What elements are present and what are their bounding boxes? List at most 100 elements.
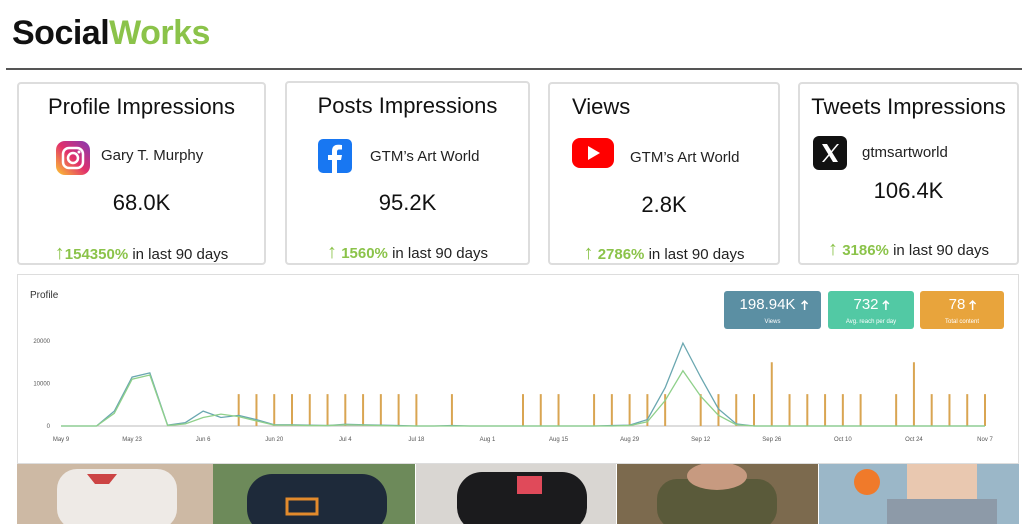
content-bar	[628, 394, 631, 426]
stat-bg	[920, 291, 1004, 329]
card-title: Views	[572, 94, 631, 119]
stat-box: 198.94K Views	[724, 291, 821, 329]
content-bar	[593, 394, 596, 426]
stat-label: Views	[765, 319, 781, 325]
content-bar	[397, 394, 400, 426]
change: ↑154350% in last 90 days	[54, 242, 229, 264]
brand-left: Social	[12, 14, 110, 52]
stat-bg	[828, 291, 914, 329]
reach-line	[61, 369, 985, 427]
content-bar	[664, 394, 667, 426]
content-bar	[984, 394, 986, 426]
content-bar	[291, 394, 293, 426]
stat-arrow	[801, 299, 809, 310]
x-tick-label: Aug 29	[620, 437, 640, 443]
change-percent: 2786%	[597, 246, 645, 263]
x-tick-label: Aug 15	[549, 437, 569, 443]
content-bar	[806, 394, 809, 426]
stat-label: Avg. reach per day	[846, 319, 896, 325]
divider	[6, 68, 1022, 70]
stat-arrow	[882, 299, 890, 310]
card-value: 106.4K	[873, 178, 944, 203]
content-bar	[735, 394, 738, 426]
stat-value: 198.94K	[740, 296, 796, 313]
panel-title: Profile	[30, 290, 59, 301]
photo-strip	[17, 464, 1019, 524]
period: in last 90 days	[648, 246, 745, 263]
period: in last 90 days	[893, 242, 989, 259]
account-name: Gary T. Murphy	[101, 147, 204, 164]
card[interactable]: Tweets Impressions gtmsartworld 106.4K ↑…	[798, 82, 1019, 265]
x-tick-label: Nov 7	[977, 437, 993, 443]
content-bar	[824, 394, 827, 426]
x-tick-label: Sep 26	[762, 437, 782, 443]
content-bar	[930, 394, 933, 426]
x-tick-label: May 23	[122, 437, 142, 443]
change: ↑ 1560% in last 90 days	[327, 241, 488, 263]
x-tick-label: Aug 1	[480, 437, 496, 443]
card[interactable]: Views GTM’s Art World 2.8K ↑ 2786% in la…	[548, 82, 780, 265]
change-percent: 1560%	[341, 245, 388, 262]
y-tick-label: 10000	[33, 382, 50, 388]
change-percent: 3186%	[842, 242, 889, 259]
x-tick-label: Oct 24	[905, 437, 923, 443]
youtube-icon	[572, 138, 614, 168]
card[interactable]: Profile Impressions Gary T. Murphy 68.0K…	[17, 82, 266, 265]
change-percent: 154350%	[64, 246, 129, 263]
content-bar	[379, 394, 382, 426]
content-bar	[753, 394, 755, 426]
change: ↑ 3186% in last 90 days	[828, 238, 989, 260]
content-bar	[362, 394, 365, 426]
x-tick-label: Oct 10	[834, 437, 852, 443]
card-value: 95.2K	[378, 190, 437, 215]
card-title: Tweets Impressions	[811, 94, 1006, 119]
account-name: gtmsartworld	[862, 144, 948, 161]
content-bar	[610, 394, 613, 426]
content-bar	[415, 394, 418, 426]
x-tick-label: Jul 18	[408, 437, 425, 443]
x-icon	[813, 136, 847, 170]
content-bar	[539, 394, 542, 426]
x-tick-label: Jun 20	[265, 437, 284, 443]
stat-arrow	[969, 299, 977, 310]
content-bar	[326, 394, 329, 426]
account-name: GTM’s Art World	[370, 148, 480, 165]
facebook-icon	[318, 139, 352, 173]
content-bar	[255, 394, 258, 426]
content-bar	[841, 394, 844, 426]
card-value: 68.0K	[112, 190, 171, 215]
content-bar	[699, 394, 702, 426]
x-tick-label: Jun 6	[196, 437, 211, 443]
brand-right: Works	[109, 14, 210, 52]
content-bar	[895, 394, 898, 426]
stat-box: 732 Avg. reach per day	[828, 291, 914, 329]
content-bar	[237, 394, 240, 426]
content-bar	[557, 394, 560, 426]
y-tick-label: 20000	[33, 339, 50, 345]
x-tick-label: Jul 4	[339, 437, 352, 443]
stat-value: 78	[949, 296, 966, 313]
profile-panel: Profile 198.94K Views 732 Avg. reach per da…	[17, 274, 1019, 464]
card[interactable]: Posts Impressions GTM’s Art World 95.2K …	[285, 81, 530, 265]
period: in last 90 days	[392, 245, 488, 262]
period: in last 90 days	[132, 246, 229, 263]
account-name: GTM’s Art World	[630, 149, 740, 166]
brand: SocialWorks	[12, 14, 210, 53]
stat-box: 78 Total content	[920, 291, 1004, 329]
content-bar	[948, 394, 951, 426]
content-bar	[344, 394, 347, 426]
content-bar	[646, 394, 649, 426]
chart: Profile 198.94K Views 732 Avg. reach per da…	[30, 290, 1004, 443]
content-bar	[912, 362, 915, 426]
content-bar	[308, 394, 311, 426]
content-bar	[770, 362, 773, 426]
card-title: Profile Impressions	[47, 94, 236, 119]
card-value: 2.8K	[641, 192, 687, 217]
content-bar	[717, 394, 720, 426]
stat-value: 732	[853, 296, 878, 313]
instagram-icon	[56, 141, 90, 175]
x-tick-label: May 9	[53, 437, 70, 443]
stat-label: Total content	[945, 319, 979, 325]
content-bar	[273, 394, 276, 426]
